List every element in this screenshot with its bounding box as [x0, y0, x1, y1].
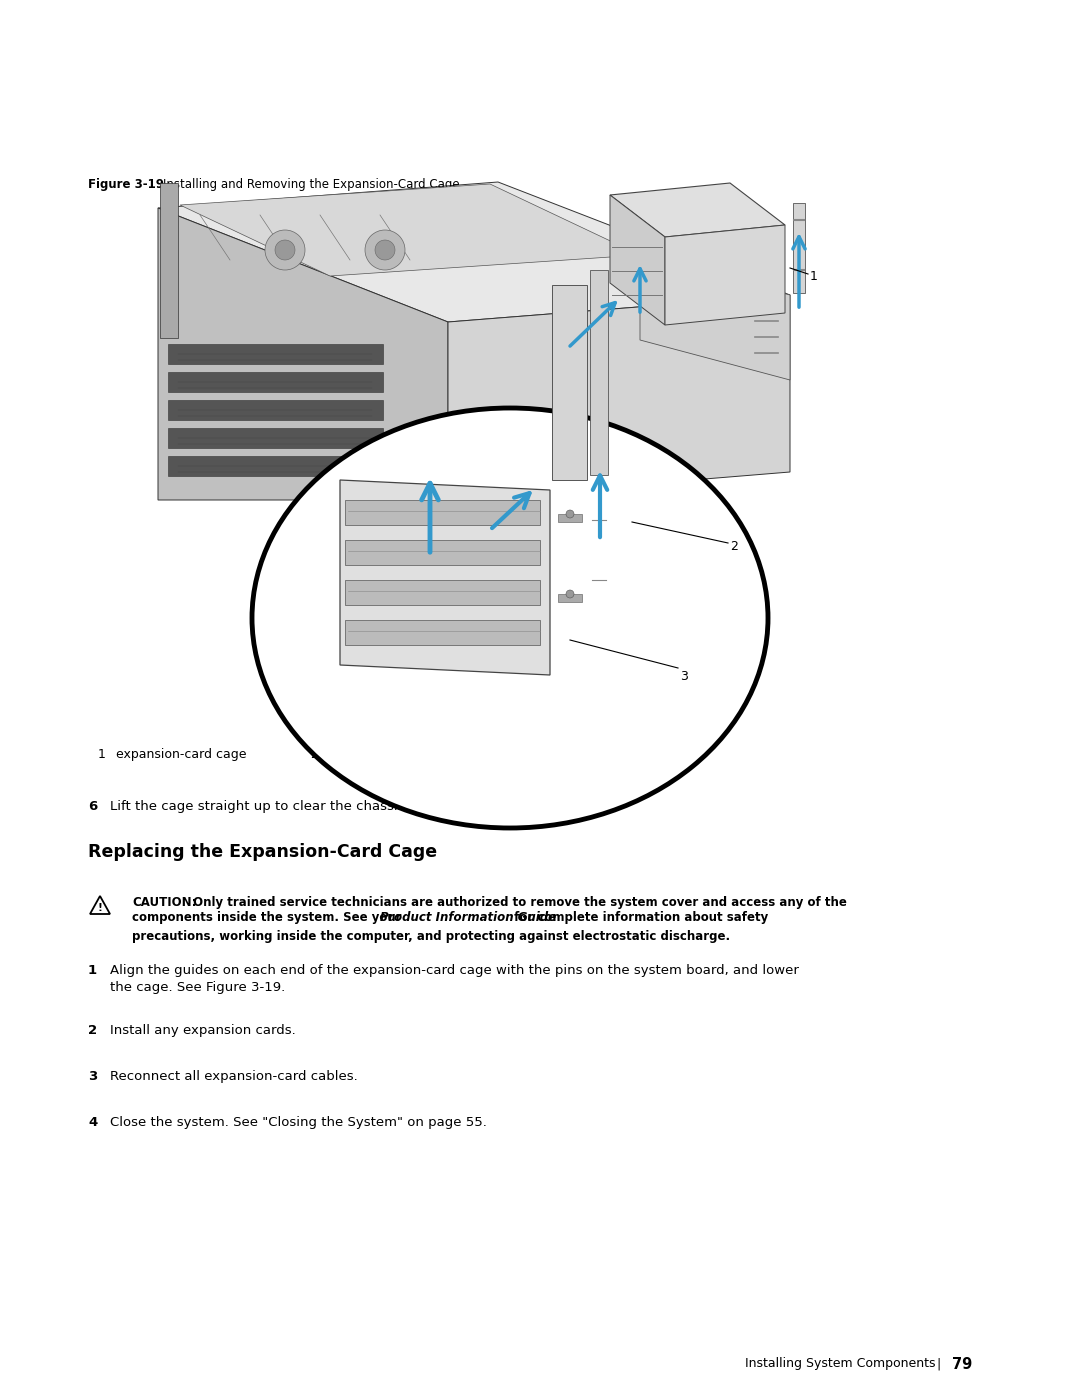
Text: 4: 4: [87, 1116, 97, 1129]
Text: 3: 3: [87, 1070, 97, 1083]
Polygon shape: [448, 295, 789, 500]
Text: |: |: [936, 1356, 940, 1370]
Circle shape: [265, 231, 305, 270]
Polygon shape: [610, 183, 785, 237]
Bar: [345, 620, 540, 645]
Text: release latches (2): release latches (2): [562, 747, 678, 761]
Text: 79: 79: [951, 1356, 972, 1372]
Bar: [793, 203, 805, 293]
Text: Reconnect all expansion-card cables.: Reconnect all expansion-card cables.: [110, 1070, 357, 1083]
Bar: [168, 455, 383, 476]
Text: 3: 3: [543, 747, 551, 761]
Text: precautions, working inside the computer, and protecting against electrostatic d: precautions, working inside the computer…: [132, 930, 730, 943]
Bar: [345, 580, 540, 605]
Text: 1: 1: [810, 270, 818, 284]
Text: 6: 6: [87, 800, 97, 813]
Text: Figure 3-19.: Figure 3-19.: [87, 177, 168, 191]
Text: expansion-card cage: expansion-card cage: [116, 747, 246, 761]
Text: !: !: [97, 902, 103, 914]
Bar: [168, 427, 383, 448]
Text: Replacing the Expansion-Card Cage: Replacing the Expansion-Card Cage: [87, 842, 437, 861]
Circle shape: [365, 231, 405, 270]
Ellipse shape: [252, 408, 768, 828]
Polygon shape: [90, 895, 110, 914]
Text: Only trained service technicians are authorized to remove the system cover and a: Only trained service technicians are aut…: [189, 895, 847, 909]
Bar: [345, 541, 540, 564]
Circle shape: [375, 240, 395, 260]
Polygon shape: [158, 182, 789, 321]
Text: Close the system. See "Closing the System" on page 55.: Close the system. See "Closing the Syste…: [110, 1116, 487, 1129]
Bar: [160, 183, 178, 338]
Polygon shape: [180, 184, 640, 277]
Text: Installing System Components: Installing System Components: [745, 1356, 935, 1370]
Circle shape: [275, 240, 295, 260]
Text: 2: 2: [310, 747, 318, 761]
Text: Product Information Guide: Product Information Guide: [380, 911, 556, 923]
Circle shape: [566, 510, 573, 518]
Text: 2: 2: [87, 1024, 97, 1037]
Bar: [552, 285, 588, 481]
Bar: [558, 514, 582, 522]
Circle shape: [566, 590, 573, 598]
Text: components inside the system. See your: components inside the system. See your: [132, 911, 406, 923]
Polygon shape: [665, 225, 785, 326]
Bar: [168, 344, 383, 365]
Text: for complete information about safety: for complete information about safety: [510, 911, 768, 923]
Bar: [590, 270, 608, 475]
Bar: [168, 400, 383, 420]
Text: Align the guides on each end of the expansion-card cage with the pins on the sys: Align the guides on each end of the expa…: [110, 964, 799, 977]
Polygon shape: [640, 256, 789, 380]
Bar: [345, 500, 540, 525]
Polygon shape: [340, 481, 550, 675]
Polygon shape: [158, 208, 448, 500]
Text: the cage. See Figure 3-19.: the cage. See Figure 3-19.: [110, 981, 285, 995]
Polygon shape: [610, 196, 665, 326]
Text: Lift the cage straight up to clear the chassis. See Figure 3-19.: Lift the cage straight up to clear the c…: [110, 800, 522, 813]
Text: Installing and Removing the Expansion-Card Cage: Installing and Removing the Expansion-Ca…: [148, 177, 460, 191]
Text: 1: 1: [98, 747, 106, 761]
Text: chassis pins (2): chassis pins (2): [328, 747, 426, 761]
Text: 3: 3: [680, 671, 688, 683]
Text: 1: 1: [87, 964, 97, 977]
Bar: [558, 594, 582, 602]
Text: Install any expansion cards.: Install any expansion cards.: [110, 1024, 296, 1037]
Text: CAUTION:: CAUTION:: [132, 895, 197, 909]
Bar: [168, 372, 383, 393]
Text: 2: 2: [730, 541, 738, 553]
